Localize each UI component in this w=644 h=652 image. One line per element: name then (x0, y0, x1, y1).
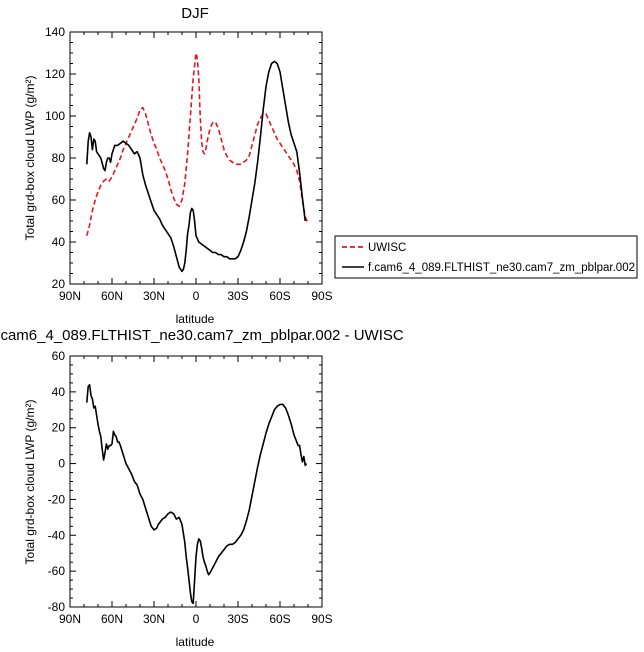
x-tick-label: 30S (227, 289, 248, 303)
y-tick-label: -40 (48, 528, 66, 542)
y-tick-label: 100 (45, 109, 65, 123)
x-axis-label: latitude (176, 312, 215, 326)
y-axis-label: Total grd-box cloud LWP (g/m²) (23, 400, 37, 565)
chart-title: .cam6_4_089.FLTHIST_ne30.cam7_zm_pblpar.… (0, 327, 404, 344)
y-tick-label: 20 (52, 277, 66, 291)
y-tick-label: 60 (52, 193, 66, 207)
x-tick-label: 30N (143, 289, 165, 303)
y-tick-label: 20 (52, 421, 66, 435)
y-tick-label: 40 (52, 385, 66, 399)
y-tick-label: -80 (48, 600, 66, 614)
y-tick-label: -60 (48, 564, 66, 578)
x-tick-label: 90S (311, 289, 332, 303)
y-tick-label: 120 (45, 67, 65, 81)
series-line-1 (86, 383, 308, 605)
y-tick-label: 40 (52, 235, 66, 249)
x-tick-label: 0 (193, 612, 200, 626)
x-tick-label: 0 (193, 289, 200, 303)
y-tick-label: 60 (52, 349, 66, 363)
panel-djf: DJF Total grd-box cloud LWP (g/m²) latit… (23, 5, 333, 326)
x-tick-label: 30S (227, 612, 248, 626)
x-tick-label: 60N (101, 612, 123, 626)
panel-difference: .cam6_4_089.FLTHIST_ne30.cam7_zm_pblpar.… (0, 327, 404, 649)
x-tick-label: 90N (59, 289, 81, 303)
ticks-layer: 90N 60N 30N 0 30S 60S 90S 20 40 60 80 100 120 140 (45, 25, 333, 303)
x-tick-label: 60N (101, 289, 123, 303)
legend-label-uwisc: UWISC (368, 242, 406, 254)
series-line-1 (86, 52, 309, 236)
y-tick-label: 80 (52, 151, 66, 165)
y-tick-label: 0 (58, 457, 65, 471)
plot-frame (69, 31, 323, 285)
chart-title: DJF (181, 5, 209, 22)
lines-layer (86, 52, 309, 273)
x-axis-label: latitude (176, 635, 215, 649)
legend: UWISC f.cam6_4_089.FLTHIST_ne30.cam7_zm_… (334, 235, 638, 279)
series-line-2 (86, 60, 306, 273)
y-axis-label: Total grd-box cloud LWP (g/m²) (23, 76, 37, 241)
x-tick-label: 90N (59, 612, 81, 626)
legend-label-model: f.cam6_4_089.FLTHIST_ne30.cam7_zm_pblpar… (368, 262, 635, 274)
x-tick-label: 60S (269, 289, 290, 303)
plot-frame (69, 355, 323, 608)
y-tick-label: 140 (45, 25, 65, 39)
y-tick-label: -20 (48, 492, 66, 506)
x-tick-label: 30N (143, 612, 165, 626)
legend-box (334, 235, 638, 279)
lines-layer (86, 383, 308, 605)
x-tick-label: 90S (311, 612, 332, 626)
x-tick-label: 60S (269, 612, 290, 626)
